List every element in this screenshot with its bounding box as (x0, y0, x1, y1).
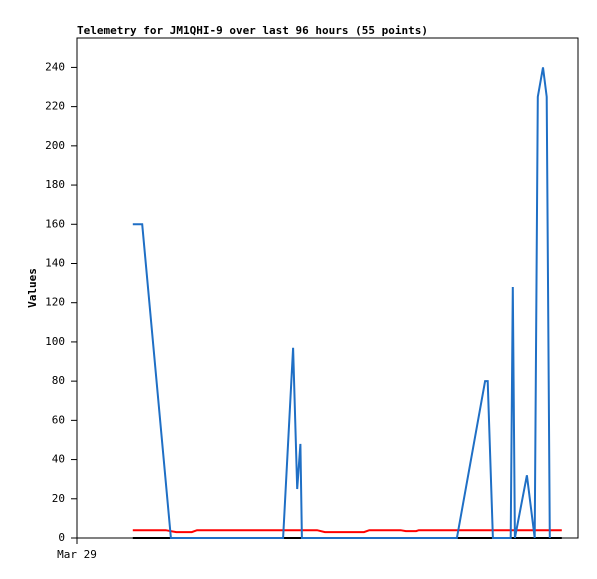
chart-title: Telemetry for JM1QHI-9 over last 96 hour… (77, 24, 428, 37)
y-tick-label: 0 (58, 531, 65, 544)
y-tick-label: 200 (45, 139, 65, 152)
y-tick-label: 220 (45, 100, 65, 113)
y-axis-label: Values (26, 268, 39, 308)
y-tick-label: 20 (52, 492, 65, 505)
y-tick-label: 120 (45, 296, 65, 309)
series-line (132, 67, 551, 539)
y-tick-label: 40 (52, 453, 65, 466)
series-line (132, 529, 562, 534)
y-tick-label: 140 (45, 256, 65, 269)
y-tick-label: 100 (45, 335, 65, 348)
x-tick-label: Mar 29 (57, 548, 97, 561)
y-tick-label: 160 (45, 217, 65, 230)
y-tick-label: 80 (52, 374, 65, 387)
plot-frame (76, 37, 579, 539)
y-tick-label: 240 (45, 60, 65, 73)
y-tick-label: 60 (52, 413, 65, 426)
y-tick-label: 180 (45, 178, 65, 191)
